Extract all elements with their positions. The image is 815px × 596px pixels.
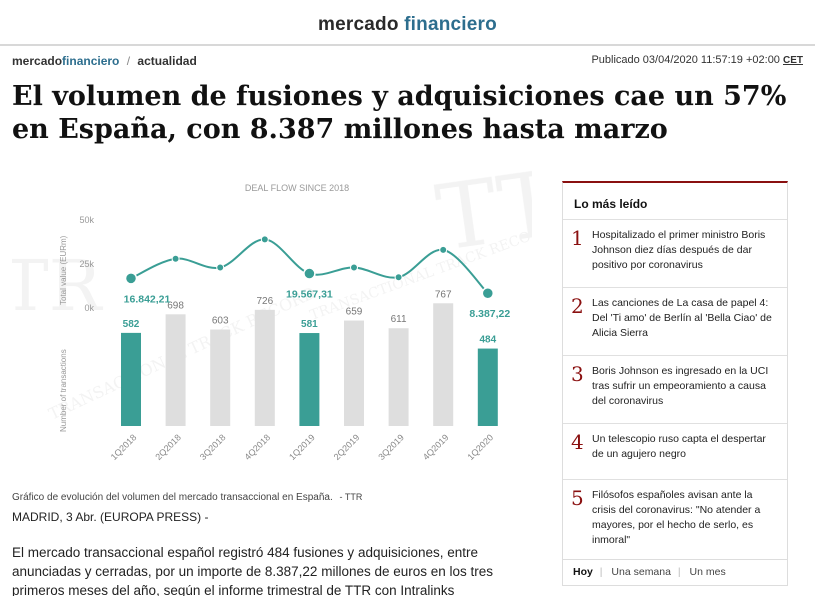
article-chart-image: TTR TR TRANSACTIONAL TRACK RECORD TRANSA… — [12, 160, 532, 480]
bar-data-label: 726 — [256, 296, 273, 307]
x-tick-label: 4Q2019 — [421, 432, 451, 462]
x-tick-label: 3Q2019 — [376, 432, 406, 462]
y-tick-label: 50k — [79, 215, 94, 225]
publish-timezone: CET — [783, 55, 803, 66]
tab-un-mes[interactable]: Un mes — [689, 566, 726, 578]
site-logo[interactable]: mercado financiero — [0, 14, 815, 36]
x-tick-label: 4Q2018 — [242, 432, 272, 462]
bar-data-label: 581 — [301, 319, 318, 330]
line-ylabel: Total value (EURm) — [59, 235, 68, 305]
most-read-title: Lo más leído — [574, 197, 648, 211]
value-data-label: 8.387,22 — [469, 308, 510, 320]
value-point — [394, 273, 403, 282]
item-headline[interactable]: Hospitalizado el primer ministro Boris J… — [592, 229, 766, 271]
bar-data-label: 611 — [391, 314, 407, 325]
bar-data-label: 698 — [167, 300, 184, 311]
breadcrumb-brand-1: mercado — [12, 54, 63, 68]
site-header: mercado financiero — [0, 0, 815, 46]
bar-ylabel: Number of transactions — [59, 349, 68, 432]
article-headline: El volumen de fusiones y adquisiciones c… — [12, 81, 787, 145]
x-tick-label: 1Q2020 — [465, 432, 495, 462]
value-point — [350, 263, 358, 272]
transaction-bar — [388, 328, 409, 426]
value-data-label: 19.567,31 — [286, 289, 333, 301]
svg-text:TR: TR — [12, 245, 104, 327]
breadcrumb-brand-2: financiero — [62, 54, 120, 68]
rank-number: 5 — [571, 486, 584, 510]
rank-number: 1 — [571, 226, 584, 250]
bar-series: 582 698 603 726 581 659 611 767 484 — [121, 289, 498, 426]
rank-number: 2 — [571, 294, 584, 318]
transaction-bar — [344, 320, 364, 426]
x-tick-label: 2Q2019 — [332, 432, 362, 462]
chart-caption: Gráfico de evolución del volumen del mer… — [12, 492, 362, 503]
x-axis-labels: 1Q2018 2Q2018 3Q2018 4Q2018 1Q2019 2Q2019 3Q20… — [109, 432, 496, 462]
line-yticks: 50k 25k 0k — [79, 215, 94, 313]
x-tick-label: 1Q2019 — [287, 432, 317, 462]
caption-source: - TTR — [339, 492, 363, 502]
most-read-item[interactable]: 2 Las canciones de La casa de papel 4: D… — [563, 287, 787, 355]
value-point — [481, 286, 495, 300]
value-point — [260, 235, 269, 244]
transaction-bar — [477, 348, 498, 426]
x-tick-label: 1Q2018 — [109, 432, 139, 462]
item-headline[interactable]: Un telescopio ruso capta el despertar de… — [592, 433, 766, 460]
line-series: 16.842,21 19.567,31 8.387,22 — [124, 235, 510, 320]
logo-word-2: financiero — [404, 14, 497, 35]
transaction-bar — [210, 329, 231, 426]
most-read-tabs: Hoy | Una semana | Un mes — [563, 559, 787, 585]
tab-hoy[interactable]: Hoy — [573, 566, 593, 578]
value-point — [216, 263, 225, 272]
rank-number: 4 — [571, 430, 584, 454]
most-read-panel: Lo más leído 1 Hospitalizado el primer m… — [562, 181, 788, 586]
publish-label: Publicado 03/04/2020 11:57:19 +02:00 — [591, 54, 780, 66]
y-tick-label: 0k — [84, 303, 94, 313]
transaction-bar — [299, 333, 320, 426]
most-read-item[interactable]: 3 Boris Johnson es ingresado en la UCI t… — [563, 355, 787, 423]
x-tick-label: 2Q2018 — [153, 432, 183, 462]
article-body: El mercado transaccional español registr… — [12, 545, 494, 596]
y-tick-label: 25k — [79, 259, 94, 269]
item-headline[interactable]: Filósofos españoles avisan ante la crisi… — [592, 489, 761, 546]
bar-data-label: 659 — [346, 307, 363, 318]
value-point — [439, 245, 448, 254]
breadcrumb-separator: / — [126, 54, 131, 68]
tab-separator: | — [677, 566, 681, 578]
breadcrumb: mercadofinanciero / actualidad — [12, 54, 197, 68]
chart-title: DEAL FLOW SINCE 2018 — [245, 183, 349, 193]
tab-separator: | — [599, 566, 603, 578]
transaction-bar — [433, 303, 454, 426]
x-tick-label: 3Q2018 — [198, 432, 228, 462]
bar-data-label: 484 — [479, 335, 496, 346]
svg-text:TTR: TTR — [430, 160, 532, 272]
item-headline[interactable]: Las canciones de La casa de papel 4: Del… — [592, 297, 772, 339]
bar-data-label: 582 — [123, 319, 140, 330]
publish-date: Publicado 03/04/2020 11:57:19 +02:00 CET — [591, 54, 803, 66]
caption-text: Gráfico de evolución del volumen del mer… — [12, 492, 333, 503]
value-data-label: 16.842,21 — [124, 293, 171, 305]
most-read-item[interactable]: 1 Hospitalizado el primer ministro Boris… — [563, 219, 787, 287]
tab-una-semana[interactable]: Una semana — [611, 566, 671, 578]
value-point — [124, 272, 138, 285]
transaction-bar — [165, 314, 186, 426]
article-dateline: MADRID, 3 Abr. (EUROPA PRESS) - — [12, 510, 209, 524]
transaction-bar — [121, 332, 141, 426]
logo-word-1: mercado — [318, 14, 399, 35]
item-headline[interactable]: Boris Johnson es ingresado en la UCI tra… — [592, 365, 769, 407]
rank-number: 3 — [571, 362, 584, 386]
bar-data-label: 767 — [435, 289, 452, 300]
bar-data-label: 603 — [212, 316, 229, 327]
transaction-bar — [254, 309, 275, 426]
breadcrumb-section[interactable]: actualidad — [137, 54, 197, 68]
value-point — [171, 254, 180, 263]
most-read-item[interactable]: 5 Filósofos españoles avisan ante la cri… — [563, 479, 787, 559]
most-read-item[interactable]: 4 Un telescopio ruso capta el despertar … — [563, 423, 787, 479]
value-point — [303, 267, 316, 280]
deal-flow-chart: TTR TR TRANSACTIONAL TRACK RECORD TRANSA… — [12, 160, 532, 462]
breadcrumb-home[interactable]: mercadofinanciero — [12, 54, 119, 68]
